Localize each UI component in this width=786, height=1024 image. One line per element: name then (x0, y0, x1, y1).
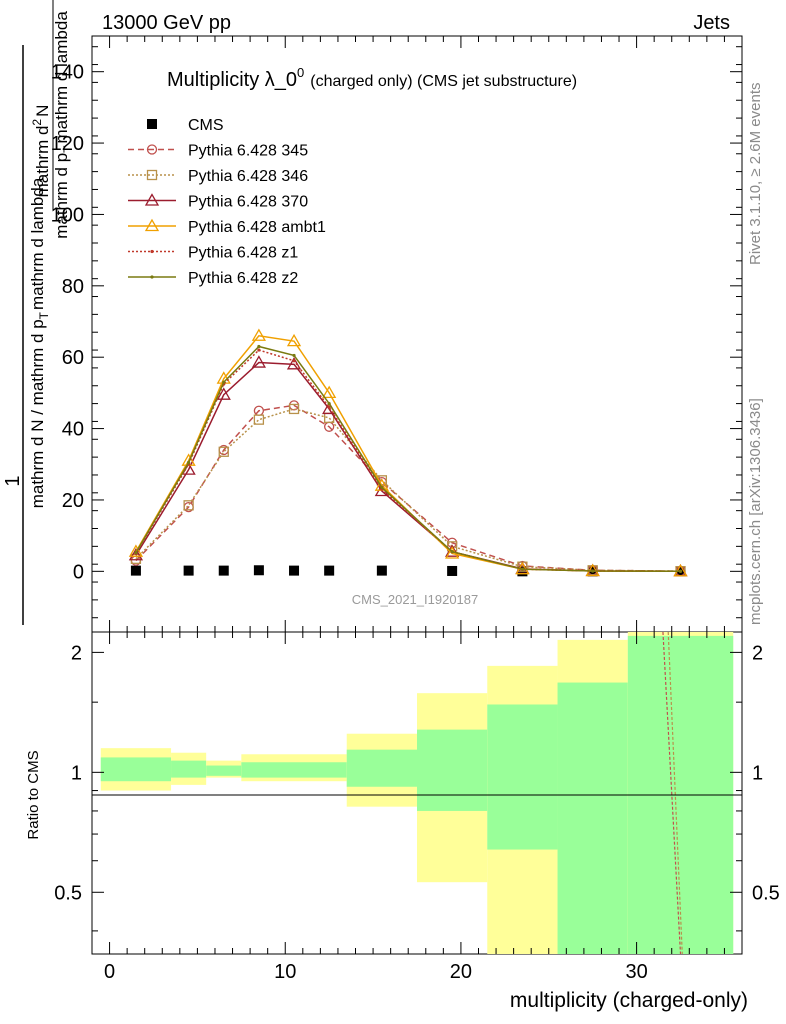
ratio-band-inner (171, 760, 207, 778)
series-point-z2 (187, 460, 191, 465)
legend-marker-cms (147, 119, 157, 129)
ratio-band-inner (557, 682, 628, 954)
cms-data-point (289, 565, 300, 576)
main-series (128, 328, 688, 577)
x-axis-label: multiplicity (charged-only) (510, 989, 748, 1012)
ratio-bands (100, 632, 734, 954)
y-tick-label: 0 (73, 561, 84, 583)
series-point-z1 (327, 405, 331, 409)
ratio-tick-label-right: 2 (752, 642, 763, 664)
series-point-z1 (292, 359, 296, 363)
legend-label-z2: Pythia 6.428 z2 (188, 270, 298, 287)
series-point-z2 (134, 551, 138, 555)
y-tick-label: 140 (51, 62, 84, 84)
series-point-z2 (380, 485, 384, 490)
legend-label-ambt1: Pythia 6.428 ambt1 (188, 219, 326, 236)
ratio-plot-frame (91, 631, 743, 955)
series-line-p345 (135, 404, 681, 572)
series-point-z2 (292, 353, 296, 358)
series-point-p346 (253, 414, 265, 425)
ratio-tick-label: 2 (71, 642, 82, 664)
header-energy-label: 13000 GeV pp (102, 12, 231, 34)
y-tick-label: 100 (51, 204, 84, 226)
ylabel-denominator: mathrm d N / mathrm d pTmathrm d lambda (28, 177, 51, 508)
ylabel-inner-denominator: mathrm d pTmathrm d lambda (52, 11, 75, 239)
ratio-line-p345 (662, 631, 682, 955)
x-tick-label: 20 (450, 961, 472, 983)
series-line-p346 (135, 408, 681, 572)
series-point-z2 (222, 380, 226, 384)
series-point-ambt1 (286, 333, 302, 347)
analysis-watermark: CMS_2021_I1920187 (352, 592, 479, 607)
series-point-ambt1 (251, 328, 267, 341)
legend-marker-z1 (150, 249, 154, 254)
series-point-p370 (216, 387, 231, 400)
x-tick-label: 10 (274, 961, 296, 983)
legend-label-z1: Pythia 6.428 z1 (188, 245, 298, 262)
plot-title: Multiplicity λ_00(charged only) (CMS jet… (167, 65, 577, 91)
legend-marker-ambt1 (144, 218, 160, 232)
series-point-z2 (327, 401, 331, 406)
x-tick-label: 30 (625, 961, 647, 983)
ratio-tick-label: 0.5 (54, 882, 82, 904)
ratio-band-inner (346, 749, 417, 787)
series-point-p346 (288, 403, 300, 415)
series-point-p346 (183, 500, 194, 511)
cms-data-point (130, 565, 141, 576)
series-point-ambt1 (322, 385, 337, 399)
ratio-model-lines (662, 631, 683, 955)
cms-data-point (376, 565, 387, 576)
legend-marker-z2 (150, 275, 154, 279)
ylabel-one: 1 (2, 475, 24, 486)
y-tick-label: 40 (62, 419, 84, 441)
legend-label-p346: Pythia 6.428 346 (188, 168, 308, 185)
series-point-z2 (450, 550, 454, 554)
ratio-line-p346 (667, 631, 683, 955)
legend-marker-p370 (144, 193, 160, 206)
header-jets-label: Jets (693, 12, 730, 34)
series-point-z1 (257, 348, 261, 352)
ratio-band-inner (206, 765, 242, 776)
y-tick-label: 60 (62, 347, 84, 369)
y-tick-label: 120 (51, 133, 84, 155)
cms-data-point (447, 565, 458, 576)
ratio-y-axis-label: Ratio to CMS (25, 750, 42, 839)
series-point-ambt1 (128, 544, 144, 557)
y-tick-label: 20 (62, 490, 84, 512)
series-point-p346 (218, 446, 229, 457)
ratio-band-inner (100, 757, 172, 782)
x-tick-label: 0 (104, 961, 115, 983)
series-point-z2 (591, 569, 595, 573)
series-point-p370 (128, 547, 144, 561)
main-axis-ticks: 0 20 40 60 80 100 120 140 0 10 20 30 (51, 36, 742, 983)
rivet-version-label: Rivet 3.1.10, ≥ 2.6M events (747, 83, 764, 266)
legend-marker-p346 (146, 169, 158, 181)
series-point-z2 (678, 569, 683, 573)
legend-label-p370: Pythia 6.428 370 (188, 194, 308, 211)
series-line-ambt1 (135, 334, 681, 573)
ratio-band-inner (417, 729, 488, 811)
ylabel-inner-numerator: mathrm d2N (30, 105, 52, 198)
legend: CMS Pythia 6.428 345 Pythia 6.428 346 Pythi… (128, 117, 326, 287)
cms-data-point (324, 565, 335, 576)
ratio-tick-label-right: 0.5 (752, 882, 780, 904)
series-point-z2 (257, 344, 261, 349)
ratio-band-inner (487, 704, 558, 850)
legend-label-p345: Pythia 6.428 345 (188, 143, 308, 160)
legend-label-CMS: CMS (188, 117, 224, 134)
cms-data-point (218, 565, 229, 576)
mcplots-credit-label: mcplots.cern.ch [arXiv:1306.3436] (747, 398, 764, 625)
series-point-p370 (251, 355, 267, 368)
ratio-tick-label-right: 1 (752, 762, 763, 784)
ratio-band-inner (241, 762, 347, 778)
main-y-axis-label: 1 mathrm d N / mathrm d pTmathrm d lambd… (2, 0, 75, 625)
ratio-axis-ticks: 0.5 0.5 1 1 2 2 (54, 642, 780, 932)
ratio-tick-label: 1 (71, 762, 82, 784)
legend-marker-p345 (146, 144, 158, 155)
cms-data-point (183, 565, 194, 576)
cms-data-point (253, 565, 264, 576)
series-point-z2 (520, 567, 525, 571)
y-tick-label: 80 (62, 276, 84, 298)
